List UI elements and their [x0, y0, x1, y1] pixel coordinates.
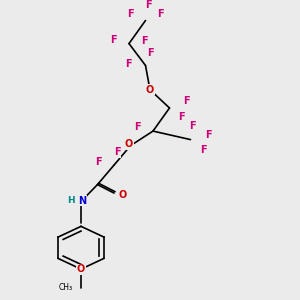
Text: F: F: [134, 122, 141, 132]
Text: F: F: [141, 36, 148, 46]
Text: O: O: [125, 140, 133, 149]
Text: F: F: [114, 148, 120, 158]
Text: F: F: [190, 121, 196, 131]
Text: F: F: [95, 157, 102, 167]
Text: O: O: [118, 190, 127, 200]
Text: F: F: [125, 58, 131, 68]
Text: F: F: [178, 112, 185, 122]
Text: F: F: [183, 96, 189, 106]
Text: O: O: [146, 85, 154, 95]
Text: F: F: [205, 130, 212, 140]
Text: CH₃: CH₃: [58, 283, 73, 292]
Text: H: H: [68, 196, 75, 205]
Text: F: F: [157, 9, 164, 20]
Text: O: O: [77, 264, 85, 274]
Text: F: F: [110, 35, 117, 45]
Text: F: F: [145, 0, 152, 11]
Text: N: N: [78, 196, 86, 206]
Text: F: F: [148, 48, 154, 58]
Text: F: F: [127, 9, 134, 20]
Text: F: F: [200, 145, 206, 155]
